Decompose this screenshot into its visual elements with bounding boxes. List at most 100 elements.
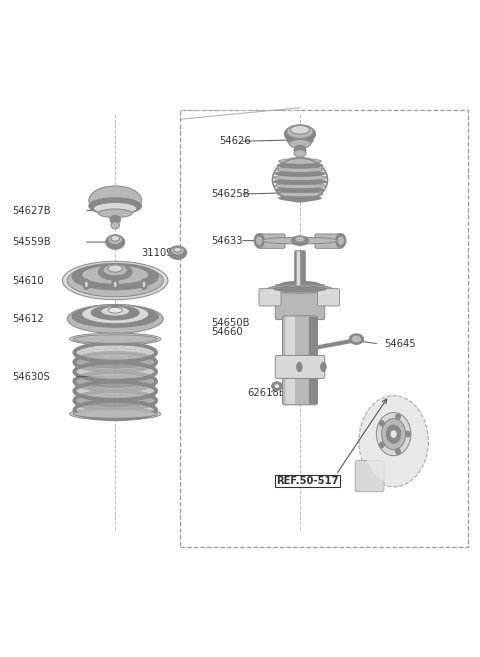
Ellipse shape	[274, 286, 326, 292]
FancyBboxPatch shape	[276, 284, 324, 319]
Ellipse shape	[108, 307, 122, 313]
Ellipse shape	[380, 442, 384, 447]
Ellipse shape	[396, 414, 400, 420]
Ellipse shape	[277, 162, 323, 168]
Ellipse shape	[141, 279, 147, 290]
Ellipse shape	[268, 284, 332, 293]
Text: 54627B: 54627B	[12, 206, 50, 216]
Ellipse shape	[287, 125, 313, 139]
Bar	[180, 110, 468, 547]
Ellipse shape	[274, 384, 280, 388]
Ellipse shape	[278, 195, 322, 201]
Ellipse shape	[89, 198, 142, 214]
Ellipse shape	[278, 158, 322, 164]
Ellipse shape	[289, 139, 311, 148]
Ellipse shape	[62, 261, 168, 300]
Ellipse shape	[171, 246, 184, 255]
Ellipse shape	[351, 335, 361, 343]
Ellipse shape	[91, 306, 139, 320]
Ellipse shape	[94, 202, 137, 214]
Ellipse shape	[376, 413, 411, 456]
Ellipse shape	[82, 265, 149, 284]
Ellipse shape	[336, 233, 346, 248]
Ellipse shape	[275, 171, 325, 177]
FancyBboxPatch shape	[259, 288, 281, 306]
FancyBboxPatch shape	[309, 317, 317, 404]
Ellipse shape	[73, 334, 157, 344]
Text: 54610: 54610	[12, 275, 44, 286]
Ellipse shape	[67, 264, 163, 297]
Ellipse shape	[337, 236, 345, 246]
Ellipse shape	[77, 394, 154, 407]
Ellipse shape	[112, 279, 119, 290]
Text: REF.50-517: REF.50-517	[276, 476, 338, 486]
Ellipse shape	[290, 125, 310, 134]
Text: 62618B: 62618B	[247, 388, 286, 398]
Text: 54645: 54645	[384, 339, 416, 349]
Ellipse shape	[292, 236, 308, 246]
FancyBboxPatch shape	[282, 316, 318, 405]
Ellipse shape	[108, 235, 122, 244]
Ellipse shape	[77, 384, 154, 397]
Ellipse shape	[396, 449, 400, 455]
Ellipse shape	[273, 175, 327, 181]
Ellipse shape	[142, 281, 146, 288]
Ellipse shape	[382, 419, 406, 449]
Ellipse shape	[70, 333, 161, 345]
Ellipse shape	[111, 221, 120, 229]
Ellipse shape	[294, 145, 306, 155]
Ellipse shape	[77, 346, 154, 359]
Ellipse shape	[174, 248, 181, 252]
FancyBboxPatch shape	[276, 355, 324, 378]
Ellipse shape	[77, 403, 154, 417]
Ellipse shape	[70, 408, 161, 420]
Ellipse shape	[386, 425, 401, 443]
Ellipse shape	[272, 157, 327, 202]
FancyBboxPatch shape	[315, 234, 343, 248]
Ellipse shape	[359, 396, 428, 487]
Ellipse shape	[89, 186, 142, 215]
Ellipse shape	[111, 235, 120, 241]
Ellipse shape	[297, 362, 302, 372]
FancyBboxPatch shape	[257, 234, 285, 248]
FancyBboxPatch shape	[295, 251, 305, 291]
Ellipse shape	[83, 279, 90, 290]
Ellipse shape	[72, 263, 158, 290]
Ellipse shape	[349, 334, 364, 344]
Ellipse shape	[406, 431, 410, 437]
Ellipse shape	[390, 430, 397, 438]
Text: 54626: 54626	[219, 136, 251, 147]
Text: 54660: 54660	[211, 327, 243, 337]
Ellipse shape	[77, 365, 154, 378]
Ellipse shape	[272, 382, 282, 390]
Ellipse shape	[84, 281, 88, 288]
FancyBboxPatch shape	[355, 461, 384, 491]
Ellipse shape	[82, 304, 149, 324]
Text: 54633: 54633	[211, 236, 243, 246]
Ellipse shape	[276, 167, 324, 172]
Ellipse shape	[365, 409, 422, 484]
Text: 31109: 31109	[142, 248, 173, 258]
Ellipse shape	[98, 263, 132, 281]
Ellipse shape	[276, 187, 324, 193]
Ellipse shape	[77, 355, 154, 369]
FancyBboxPatch shape	[285, 317, 295, 404]
Ellipse shape	[255, 236, 263, 246]
Ellipse shape	[77, 374, 154, 388]
Ellipse shape	[67, 304, 163, 333]
FancyBboxPatch shape	[297, 251, 300, 290]
Ellipse shape	[295, 236, 305, 242]
Text: 54559B: 54559B	[12, 237, 50, 247]
Ellipse shape	[262, 237, 338, 244]
Ellipse shape	[103, 264, 127, 276]
Ellipse shape	[277, 191, 323, 197]
Ellipse shape	[294, 150, 306, 157]
Ellipse shape	[287, 135, 313, 145]
Text: 54612: 54612	[12, 314, 44, 324]
Ellipse shape	[277, 281, 323, 292]
Text: 54650B: 54650B	[211, 318, 250, 328]
Ellipse shape	[273, 179, 327, 185]
Ellipse shape	[284, 125, 316, 143]
FancyBboxPatch shape	[318, 288, 340, 306]
Ellipse shape	[101, 306, 130, 316]
